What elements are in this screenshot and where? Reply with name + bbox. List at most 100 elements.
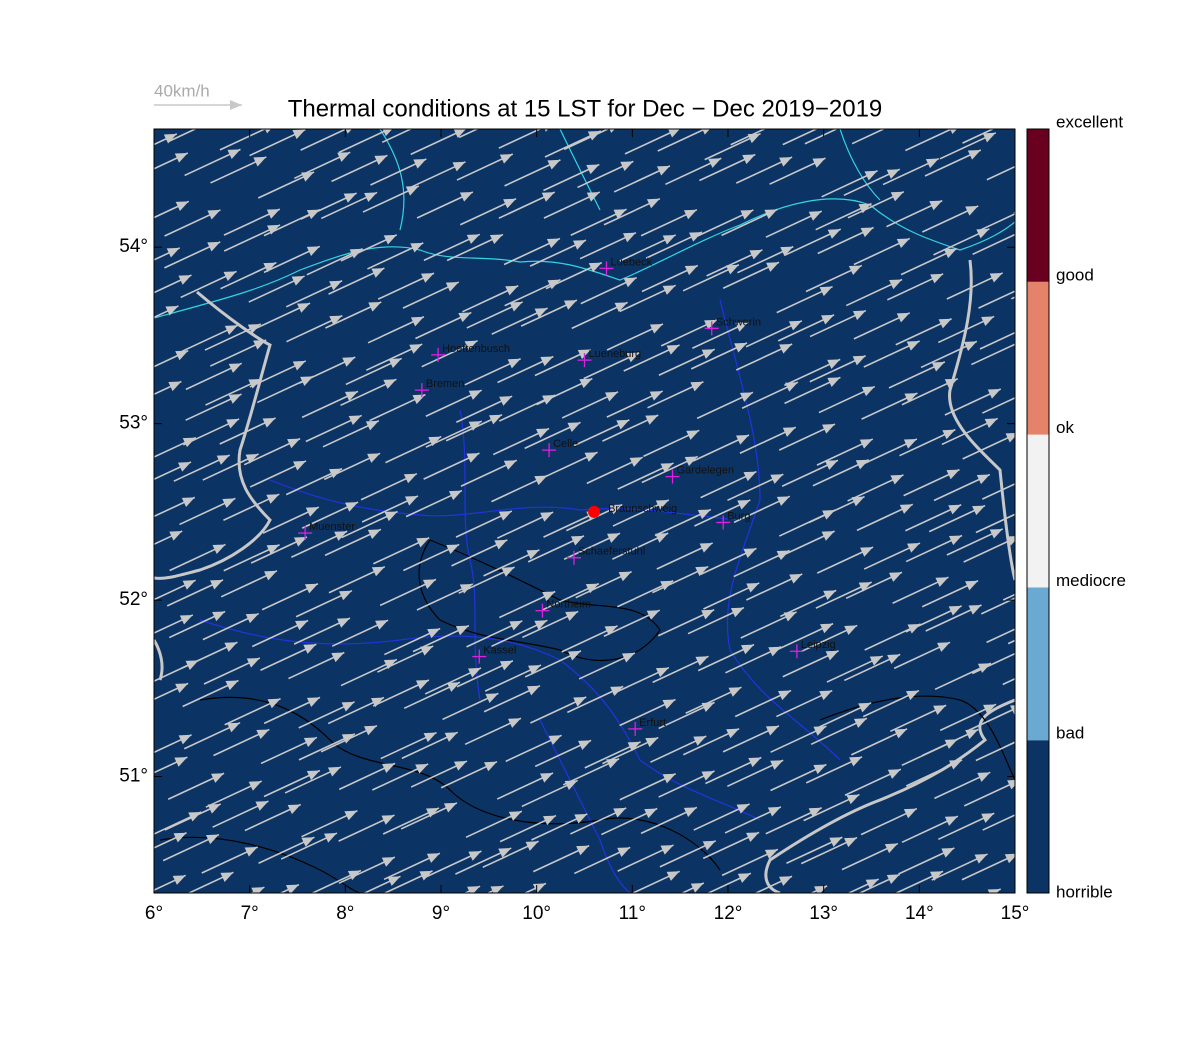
wind-arrow-head	[728, 687, 742, 697]
wind-arrow-head	[779, 343, 793, 354]
wind-arrow-shaft	[804, 129, 839, 145]
wind-arrow	[853, 237, 911, 266]
wind-arrow	[301, 390, 359, 419]
wind-arrow-head	[788, 320, 802, 331]
wind-arrow-head	[345, 129, 352, 134]
wind-arrow	[423, 233, 481, 262]
wind-arrow-head	[858, 582, 872, 592]
wind-arrow-head	[933, 705, 947, 715]
city-marker	[716, 515, 731, 530]
wind-arrow-head	[684, 265, 698, 276]
wind-arrow-head	[649, 323, 663, 334]
wind-arrow-head	[1066, 551, 1079, 561]
wind-arrow	[372, 763, 429, 791]
wind-arrow-shaft	[168, 129, 198, 143]
x-tick-label: 6°	[145, 903, 163, 924]
wind-arrow	[338, 762, 396, 791]
x-tick-label: 15°	[1001, 903, 1030, 924]
wind-arrow	[181, 641, 238, 669]
wind-arrow	[624, 129, 681, 155]
wind-arrow	[185, 362, 243, 391]
wind-arrow	[499, 814, 557, 843]
wind-arrow	[886, 199, 943, 228]
contour	[199, 539, 721, 871]
wind-arrow	[496, 772, 554, 800]
wind-arrow	[154, 832, 187, 849]
wind-arrow	[602, 414, 659, 442]
wind-arrow-head	[907, 543, 920, 553]
wind-arrow	[341, 510, 398, 539]
wind-arrow-head	[509, 620, 523, 631]
city-marker	[789, 644, 804, 659]
x-tick-label: 8°	[336, 903, 354, 924]
wind-arrow-head	[578, 740, 592, 750]
wind-arrow	[154, 734, 192, 754]
wind-arrow	[571, 301, 628, 330]
wind-arrow-head	[1064, 477, 1077, 487]
wind-arrow-head	[865, 879, 879, 889]
wind-arrow	[699, 153, 756, 182]
wind-arrow	[205, 378, 262, 406]
wind-arrow-head	[605, 391, 619, 402]
wind-arrow-head	[466, 453, 480, 463]
wind-arrow	[882, 157, 940, 186]
wind-arrow	[817, 226, 874, 255]
wind-arrow-head	[931, 361, 945, 372]
wind-arrow-head	[852, 355, 866, 366]
wind-arrow-head	[655, 667, 669, 678]
wind-arrow-head	[944, 816, 958, 826]
wind-arrow-head	[683, 807, 697, 817]
wind-arrow	[300, 129, 352, 151]
wind-arrow	[619, 284, 676, 313]
wind-arrow	[777, 314, 835, 342]
wind-arrow	[202, 612, 260, 641]
wind-arrow-head	[989, 528, 1003, 539]
wind-arrow-head	[494, 539, 508, 550]
wind-arrow-head	[972, 505, 986, 516]
wind-arrow-head	[468, 390, 482, 400]
wind-arrow	[841, 842, 899, 871]
wind-arrow	[243, 437, 301, 466]
wind-arrow-head	[488, 414, 502, 425]
wind-arrow	[931, 853, 988, 881]
wind-arrow	[285, 280, 343, 308]
wind-arrow	[561, 391, 619, 419]
wind-arrow-head	[812, 158, 826, 168]
colorbar-segment	[1027, 740, 1049, 893]
wind-arrow-head	[976, 474, 990, 485]
wind-arrow-head	[501, 567, 515, 577]
wind-arrow-head	[540, 356, 554, 367]
wind-arrow	[786, 836, 843, 865]
wind-arrow-head	[660, 845, 674, 855]
wind-arrow	[579, 231, 637, 260]
wind-arrow	[778, 423, 836, 451]
wind-arrow-head	[808, 211, 822, 221]
wind-arrow-head	[743, 548, 757, 558]
wind-arrow	[366, 343, 423, 371]
wind-arrow-head	[508, 811, 522, 821]
wind-arrow-head	[420, 273, 434, 283]
wind-arrow-head	[904, 393, 918, 403]
wind-arrow-head	[702, 840, 716, 851]
wind-arrow-head	[410, 242, 424, 253]
wind-arrow-head	[464, 340, 478, 351]
wind-arrow-head	[342, 357, 356, 367]
wind-arrow	[800, 836, 858, 865]
wind-arrow	[924, 149, 982, 177]
wind-arrow-shaft	[972, 233, 1015, 256]
wind-arrow-head	[503, 198, 517, 209]
wind-arrow	[703, 582, 760, 610]
city-label: Celle	[553, 438, 578, 450]
wind-arrow-head	[1015, 228, 1028, 238]
wind-arrow-head	[381, 815, 395, 825]
wind-arrow	[776, 285, 833, 314]
wind-arrow	[164, 803, 221, 831]
wind-arrow-head	[827, 377, 841, 387]
wind-arrow-head	[426, 853, 440, 863]
wind-arrow-head	[1066, 326, 1079, 336]
wind-arrow	[464, 717, 522, 746]
wind-arrow-head	[819, 286, 833, 297]
wind-arrow-head	[699, 542, 713, 553]
wind-arrow-head	[844, 837, 858, 848]
city-marker	[542, 443, 557, 458]
